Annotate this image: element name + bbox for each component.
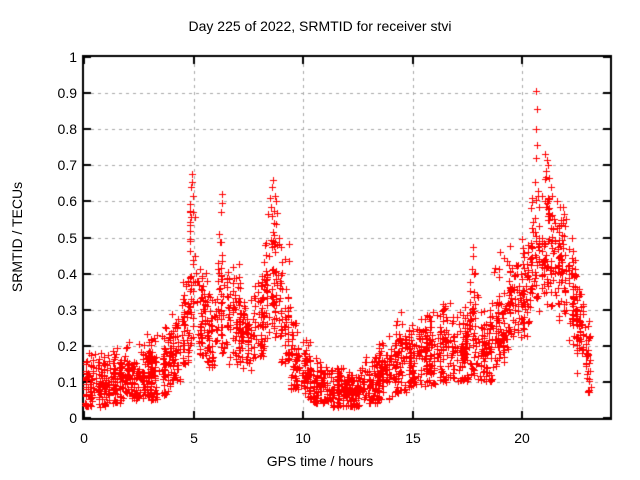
y-tick-label: 0.2 [57,338,77,354]
y-tick-label: 0.8 [57,121,77,137]
x-tick-label: 10 [295,430,311,446]
y-tick-label: 0.3 [57,302,77,318]
y-tick-label: 0.7 [57,157,77,173]
y-tick-label: 0.5 [57,230,77,246]
chart-title: Day 225 of 2022, SRMTID for receiver stv… [188,18,452,34]
y-tick-label: 0 [69,410,77,426]
y-tick-label: 0.4 [57,266,77,282]
y-tick-label: 0.9 [57,85,77,101]
y-tick-label: 1 [69,49,77,65]
x-tick-label: 0 [80,430,88,446]
x-tick-label: 5 [190,430,198,446]
x-axis-label: GPS time / hours [266,453,374,469]
y-tick-label: 0.1 [57,374,77,390]
y-axis-label: SRMTID / TECUs [9,181,25,293]
y-tick-label: 0.6 [57,193,77,209]
x-tick-label: 20 [514,430,530,446]
x-tick-label: 15 [405,430,421,446]
